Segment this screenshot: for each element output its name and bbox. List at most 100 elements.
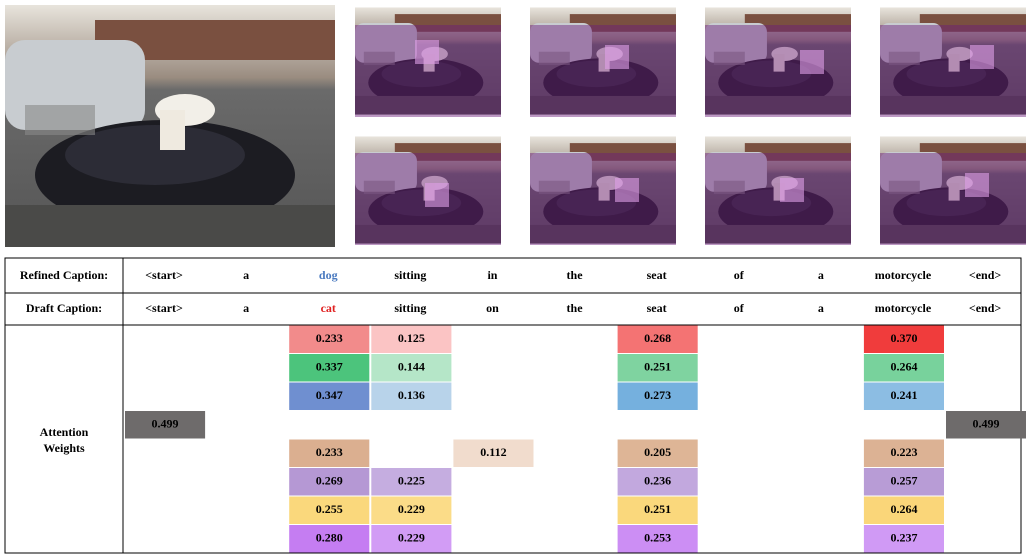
attention-overlay [880, 25, 1026, 117]
attention-cell [617, 468, 698, 496]
caption-word: a [243, 268, 249, 282]
attention-value: 0.144 [398, 360, 425, 374]
attention-value: 0.112 [480, 445, 506, 459]
caption-word: <end> [969, 301, 1002, 315]
caption-word: a [818, 268, 824, 282]
attention-spot [970, 45, 994, 69]
attention-spot [965, 173, 989, 197]
caption-word: on [486, 301, 499, 315]
table-frame [4, 257, 1022, 554]
caption-word: sitting [394, 301, 426, 315]
attention-value: 0.251 [644, 502, 671, 516]
caption-word: dog [319, 268, 338, 282]
caption-word: cat [321, 301, 336, 315]
attention-cell [371, 354, 452, 382]
attention-overlay [705, 153, 851, 245]
row-header: Weights [43, 441, 85, 455]
attention-spot [800, 50, 824, 74]
caption-word: motorcycle [875, 268, 932, 282]
attention-cell [863, 496, 944, 524]
caption-word: <end> [969, 268, 1002, 282]
caption-word: the [567, 301, 584, 315]
main-photo [5, 5, 335, 247]
attention-value: 0.225 [398, 474, 425, 488]
attention-spot [415, 40, 439, 64]
attention-overlay [530, 153, 676, 245]
attention-value: 0.255 [316, 502, 343, 516]
attention-value: 0.280 [316, 531, 343, 545]
attention-cell [371, 468, 452, 496]
attention-cell [371, 382, 452, 410]
attention-cell [289, 382, 370, 410]
caption-word: sitting [394, 268, 426, 282]
attention-value: 0.337 [316, 360, 343, 374]
attention-overlay [530, 25, 676, 117]
attention-cell [289, 325, 370, 353]
attention-overlay [705, 25, 851, 117]
attention-value: 0.241 [890, 388, 917, 402]
caption-word: <start> [145, 268, 183, 282]
attention-value: 0.347 [316, 388, 343, 402]
caption-word: in [487, 268, 497, 282]
attention-cell [289, 525, 370, 553]
attention-cell [863, 468, 944, 496]
attention-value: 0.269 [316, 474, 343, 488]
attention-value: 0.253 [644, 531, 671, 545]
row-header: Refined Caption: [20, 268, 108, 282]
attention-spot [615, 178, 639, 202]
attention-cell [863, 382, 944, 410]
attention-value: 0.499 [973, 417, 1000, 431]
attention-value: 0.237 [890, 531, 917, 545]
attention-value: 0.370 [890, 331, 917, 345]
attention-value: 0.251 [644, 360, 671, 374]
attention-cell [289, 354, 370, 382]
attention-cell [617, 439, 698, 467]
attention-spot [425, 183, 449, 207]
attention-cell [863, 439, 944, 467]
attention-value: 0.233 [316, 331, 343, 345]
attention-cell [863, 525, 944, 553]
attention-value: 0.268 [644, 331, 671, 345]
row-header: Attention [40, 425, 89, 439]
attention-cell [617, 325, 698, 353]
caption-word: a [818, 301, 824, 315]
attention-cell [617, 496, 698, 524]
attention-cell [371, 325, 452, 353]
attention-cell [371, 525, 452, 553]
caption-word: of [734, 268, 745, 282]
attention-value: 0.273 [644, 388, 671, 402]
attention-cell [617, 354, 698, 382]
caption-word: <start> [145, 301, 183, 315]
attention-cell [289, 439, 370, 467]
attention-overlay [880, 153, 1026, 245]
table-border [4, 257, 1022, 554]
attention-cell [946, 411, 1026, 439]
caption-word: seat [647, 301, 667, 315]
caption-word: of [734, 301, 745, 315]
attention-cell [289, 496, 370, 524]
caption-word: the [567, 268, 584, 282]
attention-value: 0.264 [890, 502, 917, 516]
attention-cell [371, 496, 452, 524]
attention-cell [617, 382, 698, 410]
attention-cell [453, 439, 534, 467]
attention-maps [355, 7, 1026, 245]
attention-value: 0.257 [890, 474, 917, 488]
attention-spot [780, 178, 804, 202]
attention-value: 0.223 [890, 445, 917, 459]
attention-value: 0.499 [152, 417, 179, 431]
attention-value: 0.229 [398, 531, 425, 545]
attention-overlay [355, 25, 501, 117]
attention-value: 0.264 [890, 360, 917, 374]
attention-spot [605, 45, 629, 69]
attention-value: 0.236 [644, 474, 671, 488]
caption-word: motorcycle [875, 301, 932, 315]
row-header: Draft Caption: [26, 301, 102, 315]
attention-cell [125, 411, 206, 439]
attention-value: 0.229 [398, 502, 425, 516]
attention-cell [863, 325, 944, 353]
attention-value: 0.205 [644, 445, 671, 459]
caption-word: seat [647, 268, 667, 282]
caption-word: a [243, 301, 249, 315]
